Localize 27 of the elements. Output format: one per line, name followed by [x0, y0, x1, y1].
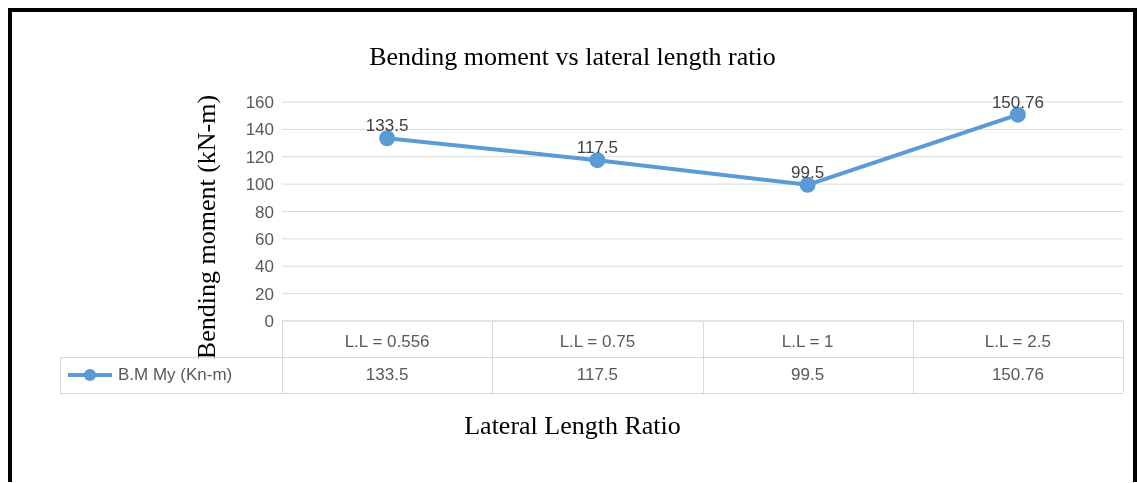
y-tick-label: 140: [245, 120, 274, 140]
y-axis-title: Bending moment (kN-m): [192, 94, 222, 360]
x-tick-label: L.L = 0.556: [344, 332, 430, 352]
chart-title: Bending moment vs lateral length ratio: [368, 42, 777, 72]
y-tick-label: 20: [255, 284, 274, 304]
y-tick-label: 40: [255, 257, 274, 277]
y-tick-label: 0: [264, 312, 274, 332]
point: [379, 130, 396, 147]
y-tick-label: 60: [255, 229, 274, 249]
x-tick-label: L.L = 0.75: [559, 332, 636, 352]
y-tick-label: 120: [245, 147, 274, 167]
y-tick-label: 160: [245, 93, 274, 113]
annotation: 150.76: [991, 92, 1044, 112]
y-tick-label: 100: [245, 175, 274, 195]
annotation: 133.5: [365, 116, 409, 136]
x-axis-title: Lateral Length Ratio: [463, 411, 682, 441]
data-label: 150.76: [990, 364, 1045, 386]
legend-label: B.M My (Kn-m): [118, 365, 233, 385]
x-tick-label: L.L = 2.5: [984, 332, 1051, 352]
x-tick-label: L.L = 1: [781, 332, 834, 352]
data-label: 133.5: [364, 364, 410, 386]
point: [589, 152, 606, 169]
data-label: 99.5: [790, 364, 826, 386]
y-tick-label: 80: [255, 202, 274, 222]
annotation: 99.5: [791, 162, 825, 182]
data-label: 117.5: [575, 364, 619, 386]
annotation: 117.5: [576, 138, 619, 158]
